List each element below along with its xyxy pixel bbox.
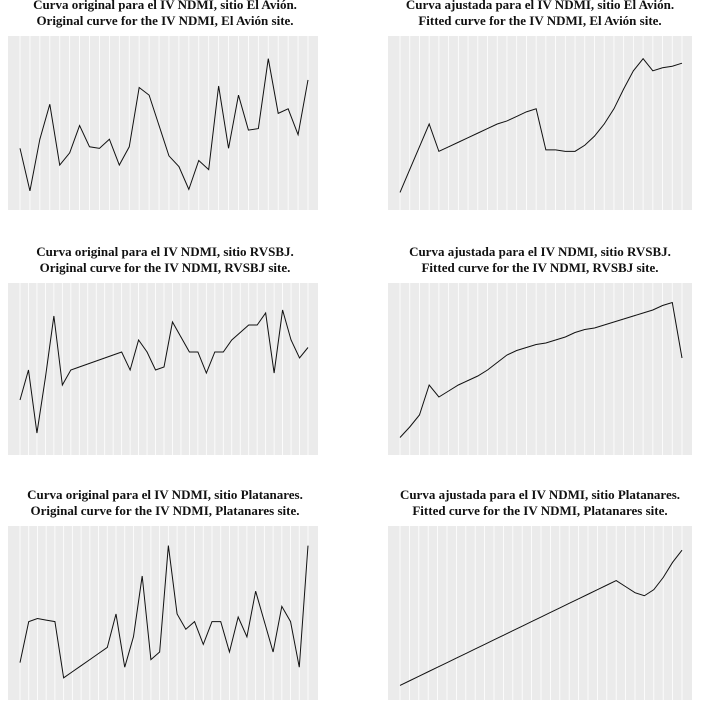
chart-title: Curva ajustada para el IV NDMI, sitio El… [406, 0, 674, 12]
data-line [399, 57, 683, 193]
data-line [19, 309, 309, 434]
chart-subtitle: Original curve for the IV NDMI, Platanar… [31, 503, 300, 518]
chart-subtitle: Original curve for the IV NDMI, RVSBJ si… [40, 260, 291, 275]
chart-subtitle: Fitted curve for the IV NDMI, El Avión s… [418, 13, 661, 28]
data-line [19, 545, 309, 679]
plot-area [8, 283, 318, 455]
plot-area [8, 36, 318, 210]
chart-title: Curva ajustada para el IV NDMI, sitio RV… [409, 244, 671, 259]
chart-title: Curva original para el IV NDMI, sitio El… [33, 0, 297, 12]
chart-title: Curva original para el IV NDMI, sitio RV… [36, 244, 294, 259]
chart-title: Curva original para el IV NDMI, sitio Pl… [27, 487, 303, 502]
chart-title: Curva ajustada para el IV NDMI, sitio Pl… [400, 487, 680, 502]
plot-area [388, 526, 692, 700]
data-line [19, 58, 309, 191]
data-line [399, 301, 683, 438]
chart-subtitle: Original curve for the IV NDMI, El Avión… [36, 13, 293, 28]
chart-subtitle: Fitted curve for the IV NDMI, RVSBJ site… [421, 260, 658, 275]
plot-area [388, 283, 692, 455]
data-line [399, 549, 683, 686]
chart-subtitle: Fitted curve for the IV NDMI, Platanares… [412, 503, 667, 518]
